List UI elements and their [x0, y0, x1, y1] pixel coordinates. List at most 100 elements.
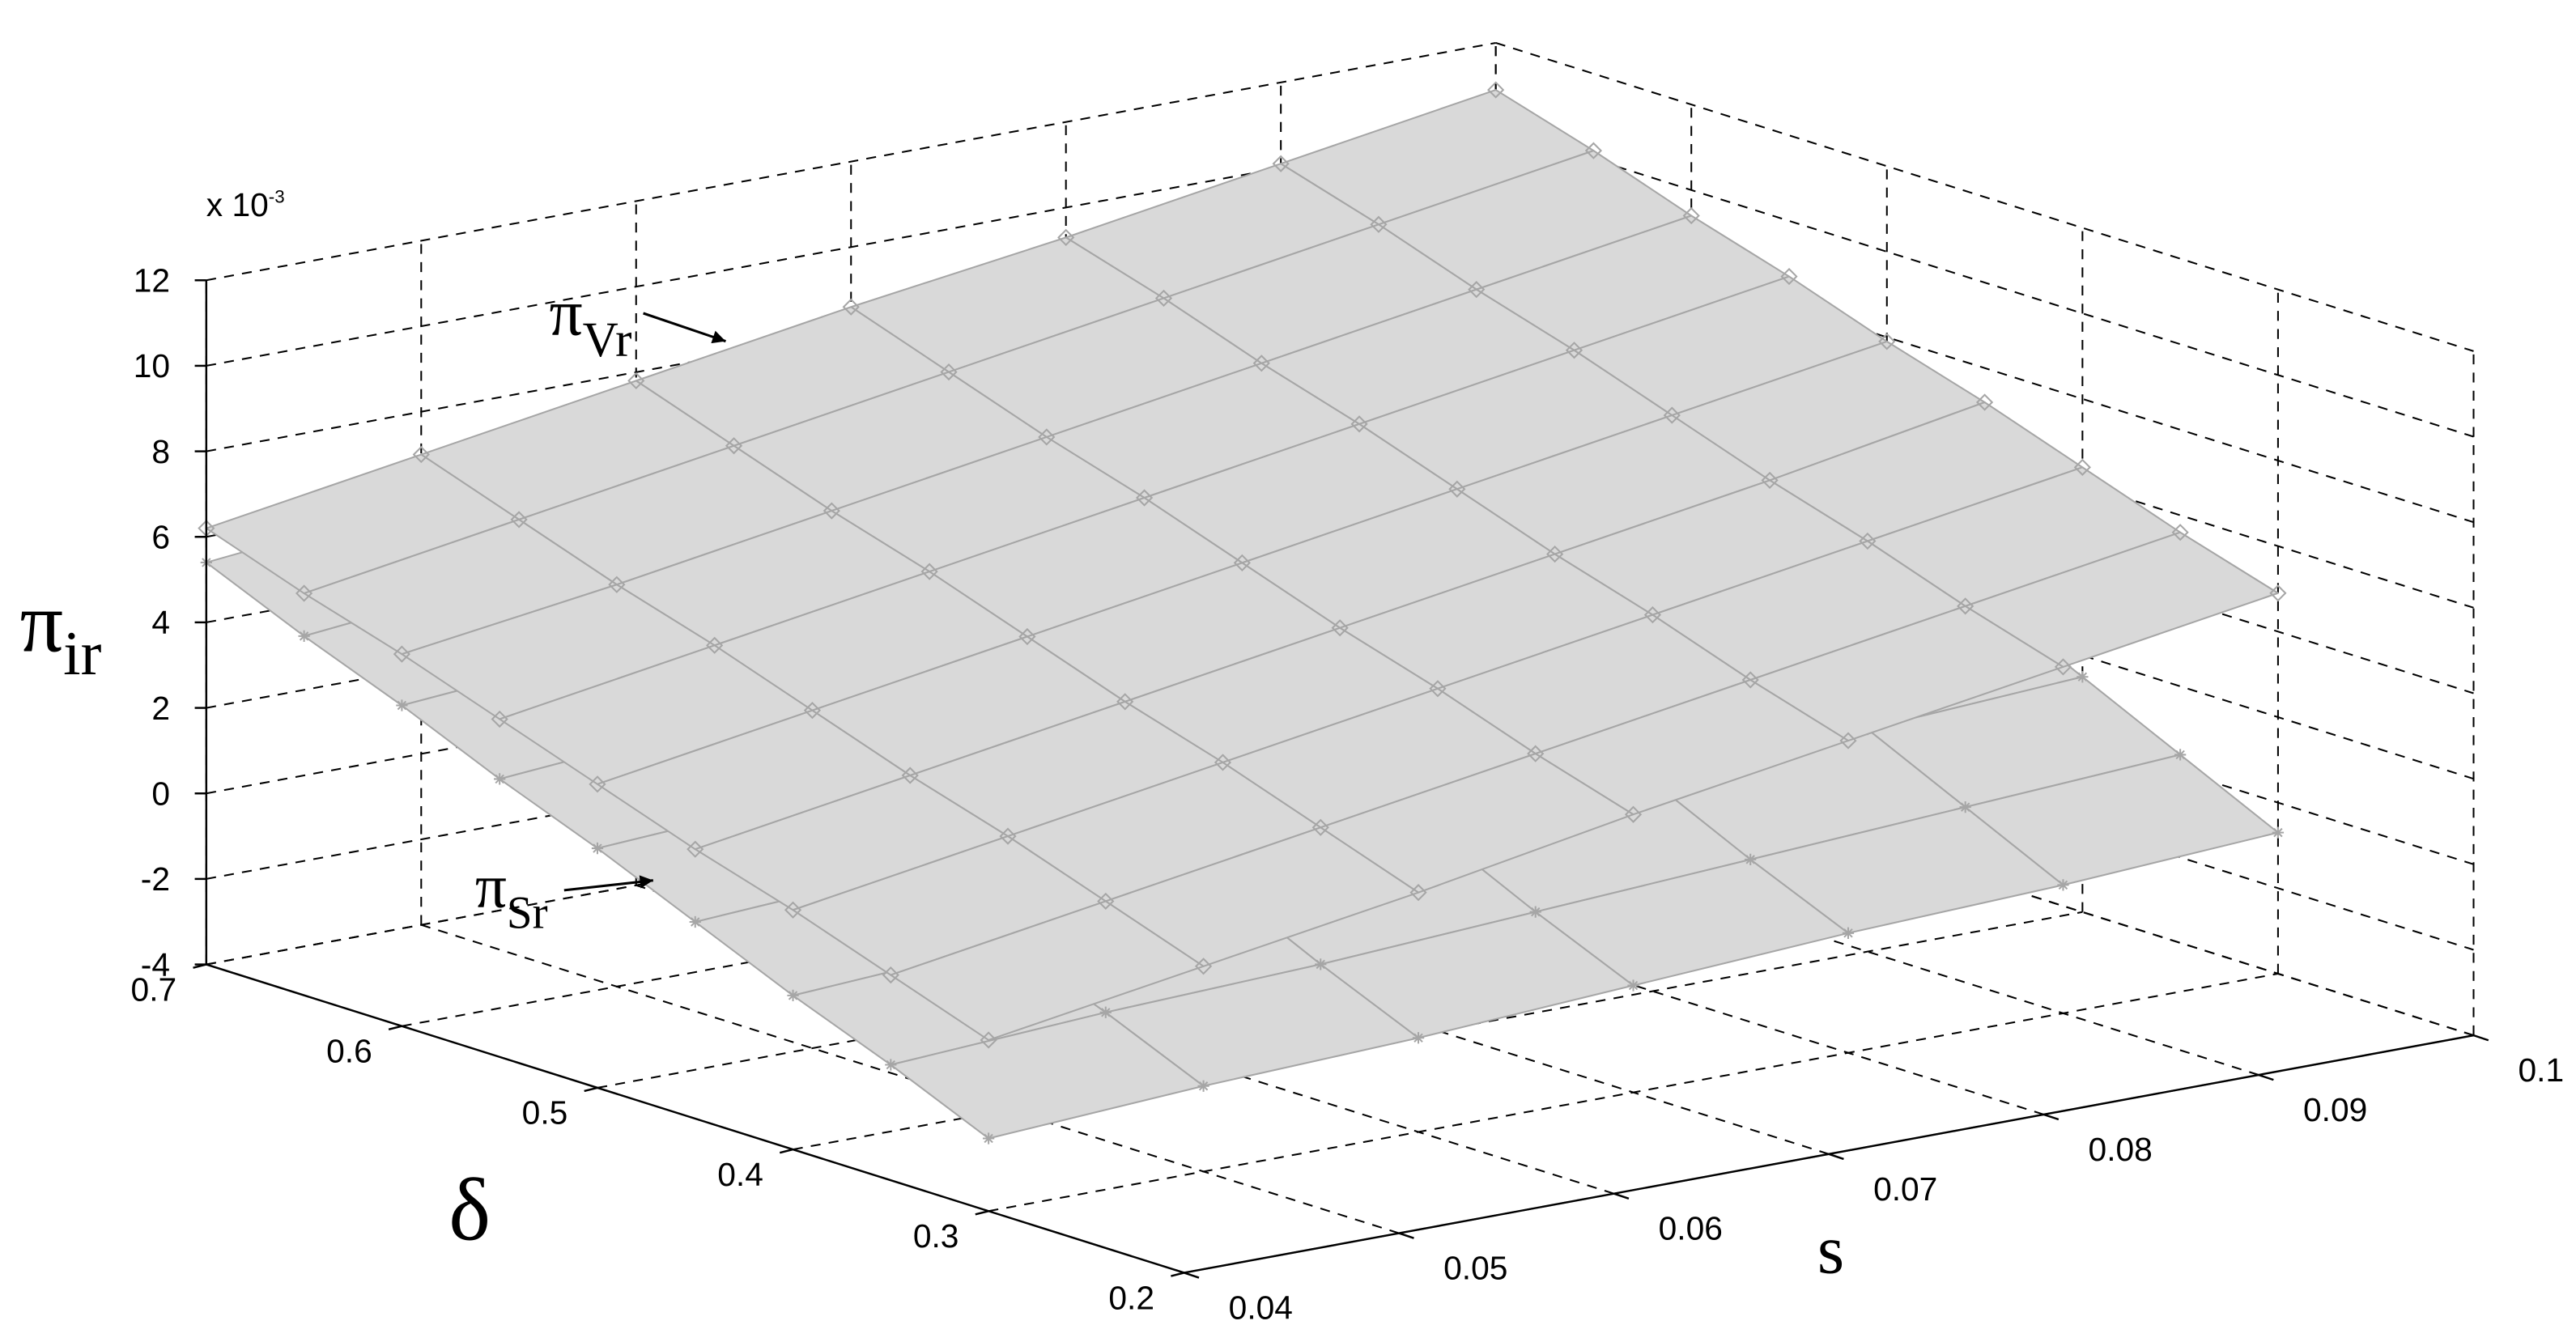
data-marker — [589, 775, 606, 793]
surface — [198, 81, 2287, 1049]
data-marker — [1154, 289, 1173, 308]
data-marker — [980, 1031, 997, 1049]
data-marker — [1135, 489, 1154, 507]
y-tick-label: 0.6 — [326, 1033, 372, 1070]
data-marker — [1624, 805, 1643, 823]
data-marker — [706, 636, 724, 654]
data-marker — [1315, 958, 1327, 970]
data-marker — [1975, 393, 1994, 411]
x-tick-label: 0.1 — [2518, 1051, 2564, 1089]
grid-line — [206, 41, 1496, 282]
data-marker — [1546, 545, 1564, 563]
y-tick — [779, 1148, 793, 1154]
x-tick-label: 0.06 — [1659, 1210, 1723, 1247]
data-marker — [1682, 206, 1700, 225]
data-marker — [2171, 524, 2189, 541]
data-marker — [1350, 415, 1368, 433]
data-marker — [1842, 927, 1855, 939]
z-tick-label: -4 — [141, 946, 170, 983]
labels: x 10-3 πir δ s πVr πSr — [20, 186, 1844, 1289]
data-marker — [920, 563, 938, 580]
data-marker — [803, 702, 822, 720]
data-marker — [940, 363, 958, 381]
data-marker — [2073, 458, 2091, 476]
y-tick-label: 0.7 — [131, 970, 177, 1008]
data-marker — [1331, 619, 1349, 637]
data-marker — [1233, 554, 1251, 571]
data-marker — [689, 915, 701, 928]
data-marker — [627, 372, 645, 389]
y-tick-label: 0.3 — [913, 1217, 959, 1255]
y-axis — [206, 963, 1185, 1274]
annotation-sr-arrow — [563, 875, 653, 892]
data-marker — [1663, 406, 1681, 424]
data-marker — [1252, 355, 1270, 372]
data-marker — [2272, 826, 2285, 839]
z-tick-label: 8 — [151, 433, 170, 470]
data-marker — [1957, 597, 1975, 615]
annotation-sr-subscript: Sr — [507, 888, 548, 939]
data-marker — [396, 699, 408, 711]
annotation-vr-symbol: π — [549, 275, 582, 349]
data-marker — [1370, 215, 1388, 233]
y-tick-label: 0.2 — [1108, 1279, 1154, 1316]
data-marker — [1487, 81, 1505, 99]
data-marker — [1527, 745, 1545, 762]
data-marker — [687, 840, 704, 858]
data-marker — [1529, 906, 1541, 918]
z-exponent: x 10-3 — [206, 186, 285, 223]
data-marker — [1627, 979, 1639, 992]
data-marker — [1099, 1006, 1112, 1018]
data-marker — [1412, 1032, 1425, 1044]
x-tick-label: 0.05 — [1443, 1250, 1507, 1287]
data-marker — [1194, 958, 1213, 975]
data-marker — [999, 827, 1017, 845]
data-marker — [2269, 584, 2287, 602]
z-exponent-power: -3 — [269, 187, 285, 207]
grid-line — [988, 972, 2279, 1212]
y-tick-label: 0.4 — [717, 1156, 763, 1193]
data-marker — [1429, 680, 1447, 698]
x-tick — [2258, 1073, 2274, 1081]
data-marker — [295, 584, 313, 602]
data-marker — [1741, 671, 1759, 689]
x-tick-label: 0.04 — [1229, 1289, 1293, 1326]
z-exponent-base: x 10 — [206, 186, 269, 223]
data-marker — [1409, 884, 1427, 902]
data-marker — [2077, 671, 2089, 683]
data-marker — [1018, 627, 1036, 646]
data-marker — [591, 842, 604, 855]
data-marker — [1643, 606, 1662, 624]
data-marker — [1584, 142, 1603, 159]
annotation-sr-symbol: π — [475, 851, 507, 920]
z-tick-label: 10 — [134, 347, 170, 384]
data-marker — [1839, 732, 1857, 750]
data-marker — [1057, 228, 1075, 246]
data-marker — [1197, 1080, 1209, 1092]
y-tick — [193, 963, 207, 969]
x-tick — [1184, 1272, 1200, 1279]
data-marker — [1761, 471, 1779, 490]
y-tick — [388, 1025, 402, 1030]
x-tick — [2043, 1113, 2060, 1121]
data-marker — [1859, 532, 1877, 550]
data-marker — [393, 645, 411, 663]
data-marker — [823, 502, 840, 520]
data-marker — [901, 767, 919, 784]
data-marker — [298, 630, 310, 642]
grid-line — [1495, 127, 2474, 438]
data-marker — [608, 575, 626, 593]
surface-face — [890, 900, 1205, 1041]
data-marker — [1272, 155, 1290, 172]
y-tick-label: 0.5 — [522, 1094, 568, 1132]
y-axis-label: δ — [448, 1161, 491, 1259]
data-marker — [491, 710, 508, 728]
annotation-sr: πSr — [475, 851, 548, 938]
x-tick — [1398, 1232, 1414, 1239]
surfaces — [198, 81, 2287, 1145]
data-marker — [2054, 658, 2072, 676]
z-axis-label: πir — [20, 575, 102, 689]
x-tick-label: 0.07 — [1873, 1170, 1937, 1208]
